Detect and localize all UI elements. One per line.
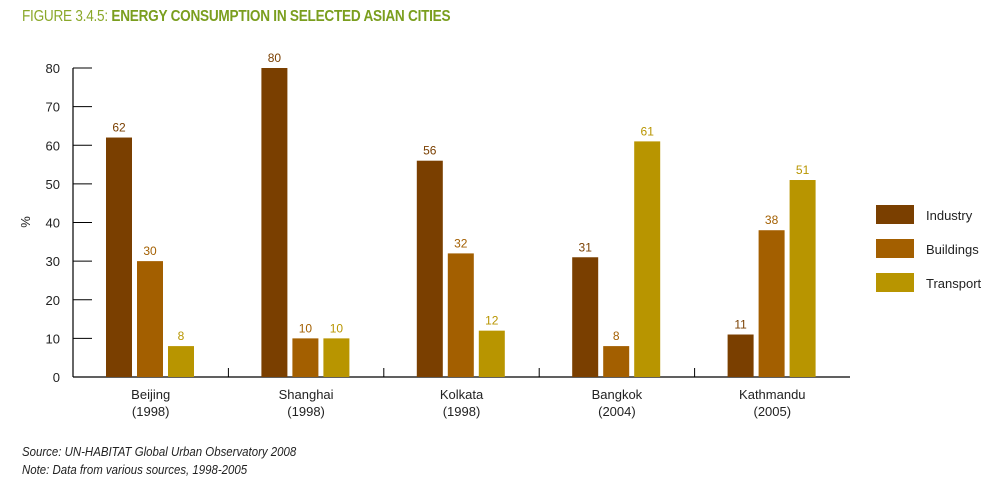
bar-industry [727, 334, 754, 377]
data-label: 32 [454, 236, 468, 250]
bar-industry [572, 257, 599, 377]
x-tick-label: Shanghai [279, 387, 334, 402]
data-note: Note: Data from various sources, 1998-20… [22, 462, 248, 477]
data-label: 10 [330, 321, 344, 335]
legend-label: Industry [926, 208, 973, 223]
y-axis-label: % [18, 216, 33, 228]
data-label: 80 [268, 51, 282, 65]
legend-label: Buildings [926, 242, 979, 257]
y-tick-label: 40 [46, 216, 60, 231]
x-tick-label-year: (1998) [287, 404, 325, 419]
x-tick-label-year: (1998) [443, 404, 481, 419]
y-tick-label: 0 [53, 370, 60, 385]
bar-buildings [137, 261, 163, 377]
bar-transport [323, 338, 350, 377]
data-label: 30 [143, 244, 157, 258]
y-tick-label: 70 [46, 100, 60, 115]
chart-title: FIGURE 3.4.5: ENERGY CONSUMPTION IN SELE… [22, 8, 451, 26]
legend-swatch-industry [876, 205, 914, 224]
x-tick-label: Kathmandu [739, 387, 806, 402]
y-tick-label: 10 [46, 331, 60, 346]
bar-buildings [758, 230, 785, 377]
y-tick-label: 60 [46, 138, 60, 153]
x-tick-label: Kolkata [440, 387, 484, 402]
bar-industry [261, 68, 288, 377]
data-label: 8 [613, 329, 620, 343]
source-note: Source: UN-HABITAT Global Urban Observat… [22, 444, 297, 459]
data-label: 56 [423, 144, 437, 158]
bar-industry [106, 137, 132, 377]
bar-industry [416, 160, 443, 377]
y-tick-label: 20 [46, 293, 60, 308]
bar-buildings [603, 346, 630, 377]
bar-transport [789, 180, 816, 377]
figure-number: FIGURE 3.4.5: [22, 8, 108, 25]
legend-label: Transport [926, 276, 982, 291]
data-label: 61 [641, 124, 655, 138]
bar-transport [478, 330, 505, 377]
y-tick-label: 80 [46, 61, 60, 76]
data-label: 10 [299, 321, 313, 335]
data-label: 8 [178, 329, 185, 343]
data-label: 51 [796, 163, 810, 177]
x-tick-label-year: (2004) [598, 404, 636, 419]
figure-title: ENERGY CONSUMPTION IN SELECTED ASIAN CIT… [111, 8, 451, 25]
y-tick-label: 50 [46, 177, 60, 192]
bar-transport [634, 141, 661, 377]
data-label: 62 [112, 121, 126, 135]
legend-swatch-transport [876, 273, 914, 292]
x-tick-label: Bangkok [592, 387, 643, 402]
bar-buildings [447, 253, 474, 377]
x-tick-label: Beijing [131, 387, 170, 402]
legend-swatch-buildings [876, 239, 914, 258]
data-label: 12 [485, 314, 499, 328]
x-tick-label-year: (2005) [754, 404, 792, 419]
data-label: 38 [765, 213, 779, 227]
bar-buildings [292, 338, 319, 377]
y-tick-label: 30 [46, 254, 60, 269]
x-tick-label-year: (1998) [132, 404, 170, 419]
data-label: 11 [734, 318, 747, 332]
data-label: 31 [579, 240, 593, 254]
bar-transport [168, 346, 194, 377]
